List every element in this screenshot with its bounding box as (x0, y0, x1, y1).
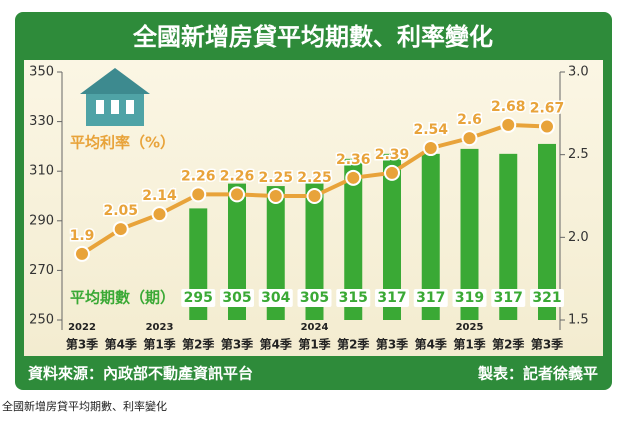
rate-point (267, 188, 284, 204)
rate-label: 2.25 (297, 170, 332, 186)
rate-label: 2.39 (375, 147, 410, 163)
rate-point (384, 164, 400, 181)
bar (538, 143, 556, 320)
bar (266, 186, 285, 320)
bar (383, 153, 401, 320)
credit: 製表：記者徐義平 (477, 365, 598, 383)
bar-label-box (491, 289, 526, 307)
x-tick-label: 第2季 (492, 337, 525, 352)
bar (228, 183, 246, 320)
bar (460, 148, 479, 320)
house-icon (80, 68, 150, 126)
bar-label-box (413, 289, 448, 307)
source: 資料來源：內政部不動產資訊平台 (28, 365, 253, 383)
y-tick-label: 290 (29, 213, 54, 228)
rate-point (229, 186, 245, 203)
y-tick-label: 350 (29, 65, 54, 80)
rate-label: 2.14 (142, 188, 177, 204)
x-tick-label: 第1季 (143, 337, 176, 352)
rate-label: 2.26 (181, 168, 216, 184)
bar-label: 317 (494, 290, 523, 306)
y2-tick-label: 3.0 (568, 65, 589, 80)
rate-point (500, 116, 517, 133)
x-tick-label: 第3季 (531, 337, 564, 352)
legend-term: 平均期數（期） (70, 289, 175, 307)
bar-label: 317 (377, 290, 406, 306)
x-tick-label: 第2季 (182, 337, 215, 352)
rate-label: 2.6 (457, 112, 482, 128)
bar-label-box (181, 289, 216, 307)
x-tick-label: 第2季 (337, 337, 370, 352)
rate-label: 2.68 (491, 99, 526, 115)
rate-label: 1.9 (70, 228, 95, 244)
bar-label: 305 (300, 290, 329, 306)
rate-label: 2.26 (220, 168, 255, 184)
bar-label-box (297, 289, 332, 307)
year-label: 2025 (456, 322, 484, 333)
rate-point (345, 169, 362, 186)
x-tick-label: 第3季 (376, 337, 409, 352)
rate-point (422, 140, 439, 157)
x-tick-label: 第1季 (298, 337, 331, 352)
rate-label: 2.67 (530, 101, 565, 117)
bar-label: 304 (261, 290, 290, 306)
x-tick-label: 第3季 (221, 337, 254, 352)
rate-label: 2.54 (413, 122, 448, 138)
bar (421, 153, 440, 320)
rate-point (74, 245, 90, 262)
y2-tick-label: 2.5 (568, 147, 589, 162)
rate-label: 2.36 (336, 152, 371, 168)
bar-label: 321 (532, 290, 561, 306)
y-tick-label: 250 (29, 313, 54, 328)
year-label: 2023 (146, 322, 174, 333)
bar-label-box (530, 289, 564, 307)
caption: 全國新增房貸平均期數、利率變化 (2, 399, 167, 413)
rate-point (151, 206, 168, 223)
bar-label: 319 (455, 290, 484, 306)
bar-label: 295 (184, 290, 213, 306)
rate-point (112, 221, 129, 238)
y2-tick-label: 1.5 (568, 313, 589, 328)
y-tick-label: 330 (29, 114, 54, 129)
rate-point (306, 188, 323, 204)
x-tick-label: 第4季 (105, 337, 138, 352)
rate-point (461, 130, 478, 147)
y-tick-label: 270 (29, 263, 54, 278)
bar-label: 305 (222, 290, 251, 306)
x-tick-label: 第1季 (453, 337, 486, 352)
bar-label-box (336, 289, 371, 307)
bar (499, 153, 518, 320)
rate-label: 2.25 (258, 170, 293, 186)
rate-point (190, 186, 207, 203)
bar-label-box (220, 289, 254, 307)
y2-tick-label: 2.0 (568, 230, 589, 245)
x-tick-label: 第4季 (260, 337, 293, 352)
rate-label: 2.05 (103, 203, 138, 219)
bar (305, 183, 324, 320)
x-tick-label: 第3季 (66, 337, 99, 352)
bar-label-box (375, 289, 409, 307)
bar (344, 158, 363, 320)
y-tick-label: 310 (29, 164, 54, 179)
x-tick-label: 第4季 (415, 337, 448, 352)
rate-point (539, 118, 555, 135)
bar-label-box (258, 289, 293, 307)
bar-label-box (452, 289, 487, 307)
year-label: 2022 (68, 322, 96, 333)
bar-label: 317 (416, 290, 445, 306)
year-label: 2024 (301, 322, 329, 333)
bar-label: 315 (339, 290, 368, 306)
chart-title: 全國新增房貸平均期數、利率變化 (132, 23, 493, 51)
legend-rate: 平均利率（%） (70, 134, 175, 152)
